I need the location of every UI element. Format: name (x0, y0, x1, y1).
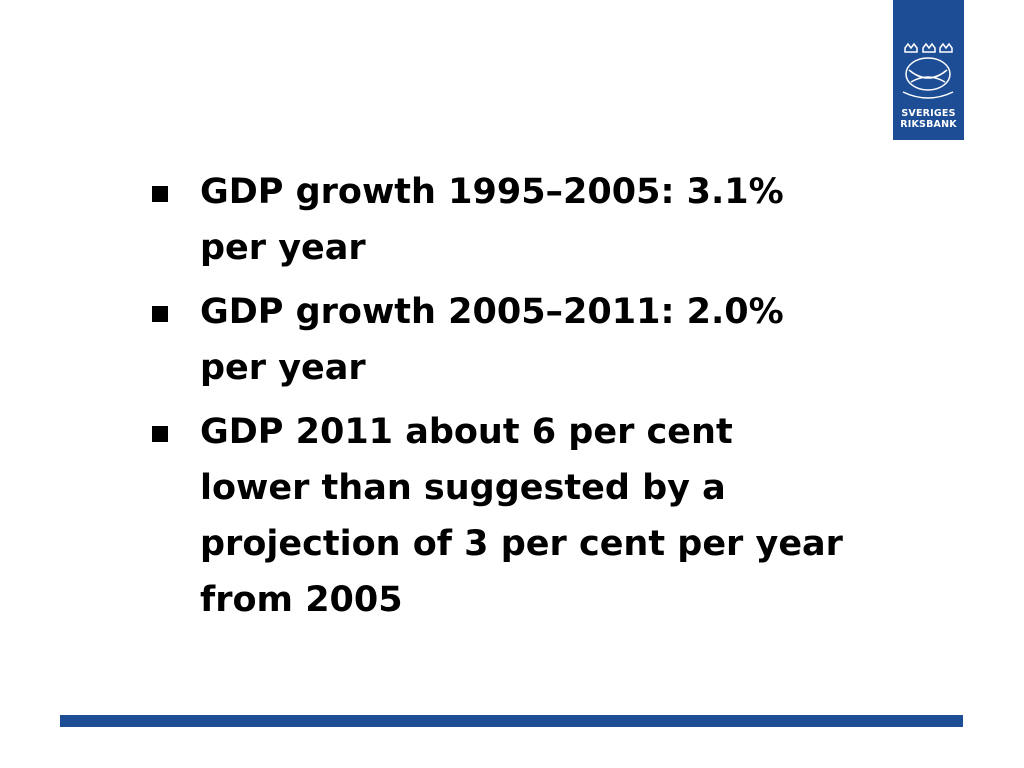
logo-emblem (902, 42, 954, 99)
bullet-item: GDP 2011 about 6 per cent lower than sugg… (152, 404, 952, 628)
bullet-list: GDP growth 1995–2005: 3.1% per year GDP gr… (152, 164, 952, 636)
logo: SVERIGES RIKSBANK (893, 0, 964, 140)
bullet-marker (152, 426, 168, 442)
bullet-text: projection of 3 per cent per year (200, 524, 843, 564)
bullet-text: per year (200, 228, 366, 268)
bullet-text: GDP growth 1995–2005: 3.1% (200, 172, 784, 212)
bullet-text: GDP 2011 about 6 per cent (200, 412, 733, 452)
bullet-item: GDP growth 2005–2011: 2.0% per year (152, 284, 952, 396)
bullet-text: GDP growth 2005–2011: 2.0% (200, 292, 784, 332)
bullet-text: from 2005 (200, 580, 403, 620)
bullet-marker (152, 306, 168, 322)
footer-bar (60, 715, 963, 727)
logo-text: RIKSBANK (900, 119, 957, 130)
bullet-text: per year (200, 348, 366, 388)
bullet-text: lower than suggested by a (200, 468, 726, 508)
bullet-marker (152, 186, 168, 202)
bullet-item: GDP growth 1995–2005: 3.1% per year (152, 164, 952, 276)
logo-text: SVERIGES (901, 108, 956, 119)
